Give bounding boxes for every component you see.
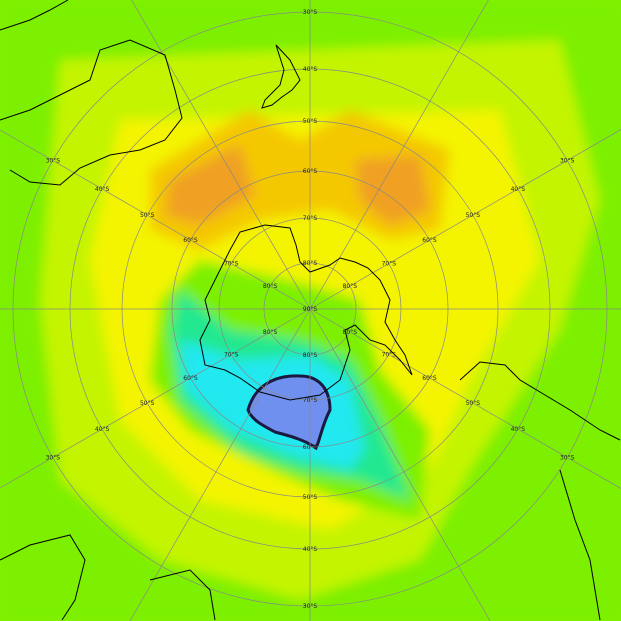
latitude-label: 60°S xyxy=(183,237,198,244)
latitude-label: 70°S xyxy=(224,261,239,268)
meridian-line xyxy=(129,308,311,621)
latitude-label: 60°S xyxy=(183,375,198,382)
latitude-label: 30°S xyxy=(560,158,575,165)
latitude-label: 40°S xyxy=(95,426,110,433)
latitude-label: 30°S xyxy=(303,603,318,610)
meridian-line xyxy=(309,0,489,310)
orange-region-west xyxy=(165,145,255,225)
latitude-label: 30°S xyxy=(560,455,575,462)
australia-coast xyxy=(0,39,183,186)
latitude-label: 80°S xyxy=(263,283,278,290)
latitude-label: 80°S xyxy=(303,352,318,359)
latitude-label: 80°S xyxy=(343,329,358,336)
latitude-label: 50°S xyxy=(466,400,481,407)
latitude-label: 50°S xyxy=(303,494,318,501)
antarctica-coast xyxy=(199,224,413,401)
latitude-label: 90°S xyxy=(303,306,318,313)
latitude-label: 40°S xyxy=(511,426,526,433)
latitude-label: 80°S xyxy=(343,283,358,290)
asia-coast xyxy=(0,0,69,31)
new-zealand-coast xyxy=(261,44,301,109)
latitude-label: 40°S xyxy=(95,186,110,193)
latitude-label: 40°S xyxy=(303,546,318,553)
south-america-coast xyxy=(459,361,621,621)
meridian-line xyxy=(0,129,311,310)
latitude-label: 70°S xyxy=(382,352,397,359)
meridian-line xyxy=(309,308,491,621)
light-orange-region xyxy=(150,110,450,250)
latitude-label: 50°S xyxy=(140,400,155,407)
latitude-label: 70°S xyxy=(303,397,318,404)
orange-region-east xyxy=(355,155,430,225)
latitude-labels: 90°S 80°S 70°S 60°S 50°S 40°S 30°S 80°S 70°S 60°S… xyxy=(46,9,575,610)
latitude-label: 80°S xyxy=(263,329,278,336)
meridian-line xyxy=(131,0,311,310)
meridian-line xyxy=(0,308,311,489)
latitude-label: 30°S xyxy=(303,9,318,16)
latitude-label: 50°S xyxy=(303,118,318,125)
latitude-label: 70°S xyxy=(303,215,318,222)
africa-coast xyxy=(0,534,216,621)
latitude-label: 60°S xyxy=(422,237,437,244)
latitude-label: 60°S xyxy=(303,168,318,175)
latitude-label: 80°S xyxy=(303,260,318,267)
meridian-line xyxy=(309,308,621,489)
latitude-label: 50°S xyxy=(140,212,155,219)
meridian-line xyxy=(309,129,621,310)
latitude-label: 40°S xyxy=(303,66,318,73)
latitude-label: 70°S xyxy=(382,261,397,268)
latitude-label: 50°S xyxy=(466,212,481,219)
latitude-label: 30°S xyxy=(46,158,61,165)
latitude-label: 40°S xyxy=(511,186,526,193)
latitude-label: 70°S xyxy=(224,352,239,359)
latitude-label: 60°S xyxy=(303,444,318,451)
latitude-label: 60°S xyxy=(422,375,437,382)
latitude-label: 30°S xyxy=(46,455,61,462)
